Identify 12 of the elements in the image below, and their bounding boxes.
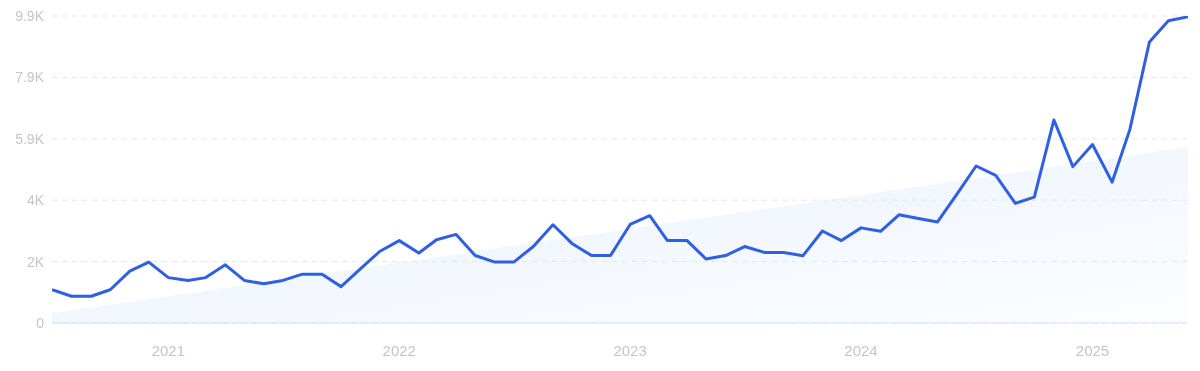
line-series: [52, 16, 1188, 298]
x-tick-label: 2025: [1075, 341, 1110, 359]
y-tick-label: 7.9K: [15, 69, 45, 86]
x-tick-label: 2022: [382, 341, 416, 359]
x-tick-label: 2021: [151, 341, 186, 359]
y-tick-label: 0: [36, 314, 45, 331]
y-tick-label: 5.9K: [15, 130, 45, 147]
y-tick-label: 2K: [26, 253, 45, 270]
x-tick-label: 2024: [844, 341, 878, 359]
y-tick-label: 9.9K: [15, 7, 45, 24]
x-tick-label: 2023: [613, 341, 647, 359]
y-tick-label: 4K: [26, 192, 45, 209]
